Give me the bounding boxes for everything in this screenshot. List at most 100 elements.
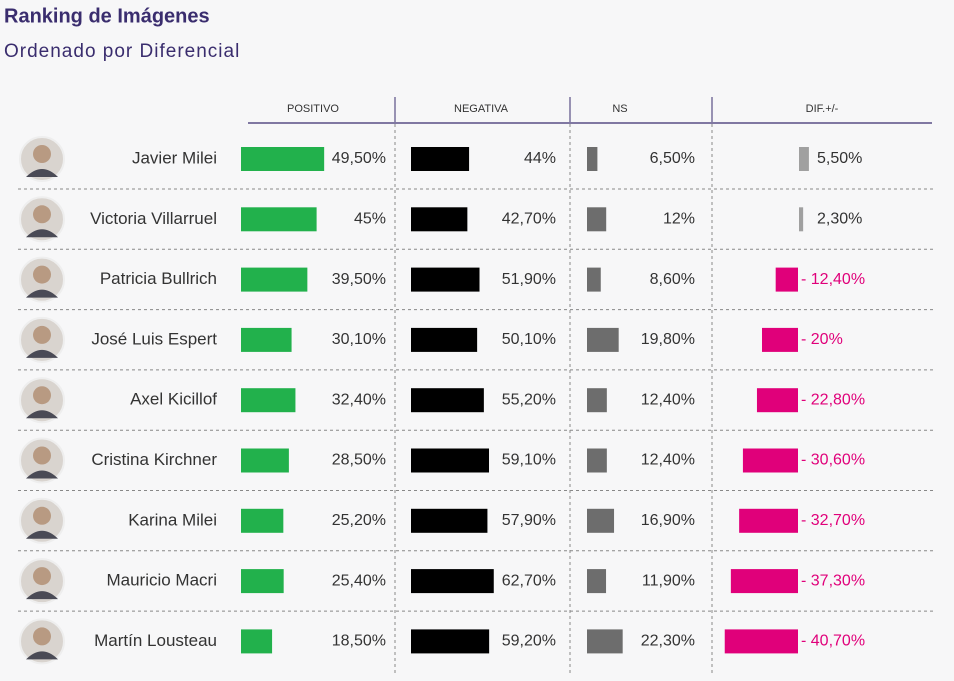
value-label: 12,40% bbox=[641, 391, 695, 408]
bar bbox=[587, 267, 601, 292]
bar bbox=[756, 388, 798, 413]
column-header: NEGATIVA bbox=[454, 103, 509, 115]
row-name: Axel Kicillof bbox=[130, 390, 217, 409]
value-label: 19,80% bbox=[641, 331, 695, 348]
column-header: POSITIVO bbox=[287, 103, 339, 115]
value-label: 22,30% bbox=[641, 633, 695, 650]
chart-subtitle: Ordenado por Diferencial bbox=[4, 41, 240, 62]
bar bbox=[411, 147, 470, 171]
row-name: Patricia Bullrich bbox=[100, 269, 217, 288]
avatar-head bbox=[33, 446, 51, 465]
avatar-head bbox=[33, 205, 51, 224]
value-label: 45% bbox=[354, 211, 386, 228]
bar bbox=[587, 448, 607, 473]
value-label: 50,10% bbox=[502, 331, 556, 348]
value-label: - 32,70% bbox=[801, 512, 865, 529]
avatar-head bbox=[33, 265, 51, 284]
value-label: 44% bbox=[524, 150, 556, 167]
row-name: Mauricio Macri bbox=[106, 571, 217, 590]
avatar-body bbox=[26, 349, 58, 358]
avatar-body bbox=[26, 530, 58, 539]
avatar-body bbox=[26, 169, 58, 177]
bar bbox=[241, 267, 308, 292]
bar bbox=[411, 569, 494, 594]
chart-title: Ranking de Imágenes bbox=[4, 5, 210, 27]
bar bbox=[587, 327, 619, 352]
row-name: Karina Milei bbox=[128, 510, 217, 529]
row-name: Martín Lousteau bbox=[94, 631, 217, 650]
avatar-body bbox=[26, 591, 58, 600]
row-name: José Luis Espert bbox=[91, 329, 217, 348]
value-label: 32,40% bbox=[332, 391, 386, 408]
avatar-head bbox=[33, 567, 51, 586]
value-label: 5,50% bbox=[817, 150, 862, 167]
bar bbox=[730, 569, 798, 594]
bar bbox=[587, 207, 607, 232]
value-label: 12,40% bbox=[641, 452, 695, 469]
avatar-body bbox=[26, 229, 58, 238]
avatar-head bbox=[33, 325, 51, 344]
bar bbox=[411, 508, 488, 533]
value-label: 59,10% bbox=[502, 452, 556, 469]
bar bbox=[241, 147, 325, 171]
bar bbox=[411, 327, 478, 352]
value-label: 12% bbox=[663, 211, 695, 228]
value-label: 18,50% bbox=[332, 633, 386, 650]
bar bbox=[587, 508, 615, 533]
bar bbox=[587, 629, 623, 654]
value-label: 25,40% bbox=[332, 572, 386, 589]
value-label: 25,20% bbox=[332, 512, 386, 529]
bar bbox=[587, 147, 598, 171]
bar bbox=[241, 629, 273, 654]
value-label: 16,90% bbox=[641, 512, 695, 529]
bar bbox=[799, 207, 804, 232]
row-name: Cristina Kirchner bbox=[91, 450, 217, 469]
avatar-head bbox=[33, 145, 51, 163]
avatar-head bbox=[33, 506, 51, 525]
bar bbox=[739, 508, 798, 533]
value-label: 39,50% bbox=[332, 271, 386, 288]
value-label: 42,70% bbox=[502, 211, 556, 228]
value-label: 55,20% bbox=[502, 391, 556, 408]
value-label: - 37,30% bbox=[801, 572, 865, 589]
bar bbox=[411, 448, 490, 473]
bar bbox=[799, 147, 809, 171]
value-label: 8,60% bbox=[650, 271, 695, 288]
bar bbox=[241, 569, 284, 594]
value-label: - 12,40% bbox=[801, 271, 865, 288]
value-label: 62,70% bbox=[502, 572, 556, 589]
value-label: - 40,70% bbox=[801, 633, 865, 650]
column-header: DIF.+/- bbox=[806, 103, 839, 115]
bar bbox=[742, 448, 798, 473]
value-label: 28,50% bbox=[332, 452, 386, 469]
avatar-head bbox=[33, 386, 51, 405]
value-label: - 20% bbox=[801, 331, 843, 348]
bar bbox=[241, 207, 317, 232]
bar bbox=[241, 388, 296, 413]
value-label: 51,90% bbox=[502, 271, 556, 288]
avatar-body bbox=[26, 410, 58, 419]
value-label: 11,90% bbox=[642, 572, 695, 589]
bar bbox=[241, 448, 289, 473]
column-header: NS bbox=[612, 103, 627, 115]
value-label: - 22,80% bbox=[801, 391, 865, 408]
bar bbox=[411, 267, 480, 292]
value-label: 57,90% bbox=[502, 512, 556, 529]
value-label: - 30,60% bbox=[801, 452, 865, 469]
avatar-body bbox=[26, 651, 58, 660]
avatar-head bbox=[33, 627, 51, 646]
bar bbox=[411, 388, 484, 413]
bar bbox=[587, 388, 607, 413]
value-label: 6,50% bbox=[650, 150, 695, 167]
bar bbox=[775, 267, 798, 292]
row-name: Victoria Villarruel bbox=[90, 209, 217, 228]
bar bbox=[762, 327, 798, 352]
value-label: 2,30% bbox=[817, 211, 862, 228]
value-label: 49,50% bbox=[332, 150, 386, 167]
bar bbox=[411, 207, 468, 232]
bar bbox=[587, 569, 607, 594]
bar bbox=[724, 629, 798, 654]
value-label: 30,10% bbox=[332, 331, 386, 348]
